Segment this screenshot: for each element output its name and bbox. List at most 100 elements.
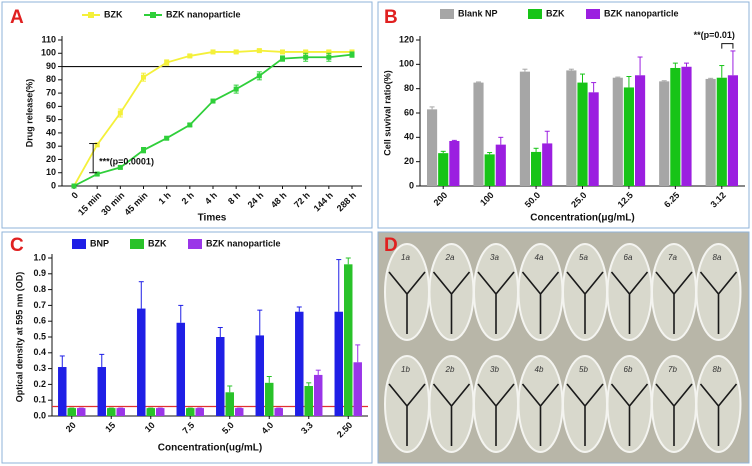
point	[303, 54, 309, 60]
bar	[107, 408, 116, 416]
y-tick-label: 0.9	[33, 268, 46, 278]
y-tick-label: 60	[46, 101, 56, 111]
dish-label: 5b	[579, 365, 588, 374]
x-tick-label: 7.5	[180, 420, 196, 436]
filter-strip	[477, 271, 515, 334]
y-tick-label: 0.2	[33, 379, 46, 389]
bracket	[721, 43, 734, 49]
bar	[146, 408, 155, 416]
x-tick-label: 30 min	[99, 190, 126, 217]
point	[187, 122, 193, 128]
annotation: **(p=0.01)	[694, 30, 735, 40]
bar	[76, 408, 86, 416]
bar	[295, 311, 304, 416]
point	[164, 60, 170, 66]
legend-label: Blank NP	[458, 8, 498, 18]
dish-label: 2a	[445, 253, 455, 262]
x-tick-label: 2 h	[180, 190, 196, 206]
bar	[531, 151, 542, 186]
bar	[97, 367, 107, 416]
x-tick-label: 144 h	[312, 190, 335, 213]
bar	[137, 308, 146, 416]
bar	[176, 322, 186, 416]
x-tick-label: 200	[432, 190, 450, 208]
dish-label: 4b	[535, 365, 544, 374]
x-tick-label: 3.12	[708, 190, 727, 209]
legend-swatch	[440, 9, 454, 19]
point	[94, 171, 100, 177]
y-tick-label: 120	[399, 34, 414, 44]
y-tick-label: 0.4	[33, 347, 46, 357]
point	[326, 54, 332, 60]
x-tick-label: 3.3	[299, 420, 315, 436]
y-tick-label: 0	[51, 180, 56, 190]
y-tick-label: 0.3	[33, 363, 46, 373]
point	[256, 48, 262, 54]
bar	[234, 408, 244, 416]
point	[141, 74, 146, 80]
bar	[670, 67, 681, 186]
y-tick-label: 50	[46, 114, 56, 124]
dish-label: 3a	[490, 253, 499, 262]
x-tick-label: 15	[103, 420, 117, 434]
legend-swatch	[528, 9, 542, 19]
legend-label: BZK	[104, 9, 123, 19]
x-tick-label: 10	[143, 420, 157, 434]
bar	[577, 82, 588, 186]
dish	[695, 355, 742, 453]
bar	[216, 337, 225, 416]
bar	[344, 264, 353, 416]
bar	[427, 109, 438, 186]
filter-strip	[655, 383, 693, 446]
bar	[449, 140, 460, 186]
bar	[265, 382, 274, 416]
y-tick-label: 0.6	[33, 316, 46, 326]
x-tick-label: 1 h	[156, 190, 172, 206]
y-tick-label: 0.1	[33, 395, 46, 405]
y-tick-label: 0.7	[33, 300, 46, 310]
bar	[67, 408, 76, 416]
bar	[588, 92, 599, 186]
y-tick-label: 100	[399, 59, 414, 69]
y-axis-label: Drug release(%)	[24, 79, 34, 148]
x-tick-label: 4 h	[203, 190, 219, 206]
bar	[566, 70, 577, 186]
filter-strip	[655, 271, 693, 334]
y-tick-label: 0.5	[33, 331, 46, 341]
x-tick-label: 5.0	[220, 420, 236, 436]
filter-strip	[521, 271, 560, 334]
legend-label: BZK	[546, 8, 565, 18]
panel-label: C	[10, 235, 24, 256]
x-tick-label: 20	[64, 420, 78, 434]
y-tick-label: 40	[404, 132, 414, 142]
point	[117, 164, 123, 170]
point	[233, 86, 239, 92]
x-tick-label: 25.0	[569, 190, 588, 209]
y-tick-label: 30	[46, 141, 56, 151]
panel-frame	[1, 1, 373, 229]
y-tick-label: 10	[46, 167, 56, 177]
y-tick-label: 20	[404, 156, 414, 166]
bar	[255, 335, 265, 416]
bar	[727, 75, 738, 186]
x-tick-label: 0	[69, 190, 80, 201]
dish	[695, 243, 742, 341]
y-tick-label: 0	[409, 180, 414, 190]
point	[256, 73, 262, 79]
dish-label: 6b	[624, 365, 633, 374]
point	[280, 49, 285, 55]
y-tick-label: 90	[46, 61, 56, 71]
x-axis-label: Concentration(ug/mL)	[158, 443, 262, 454]
filter-strip	[610, 383, 649, 446]
bar	[274, 408, 283, 416]
bar	[484, 154, 495, 186]
bar	[623, 87, 634, 186]
x-tick-label: 288 h	[335, 190, 358, 213]
dish-label: 1b	[401, 365, 410, 374]
filter-strip	[610, 271, 649, 334]
x-tick-label: 45 min	[122, 190, 149, 217]
legend-swatch	[88, 12, 94, 18]
bar	[705, 78, 716, 186]
dish-label: 7a	[668, 253, 677, 262]
